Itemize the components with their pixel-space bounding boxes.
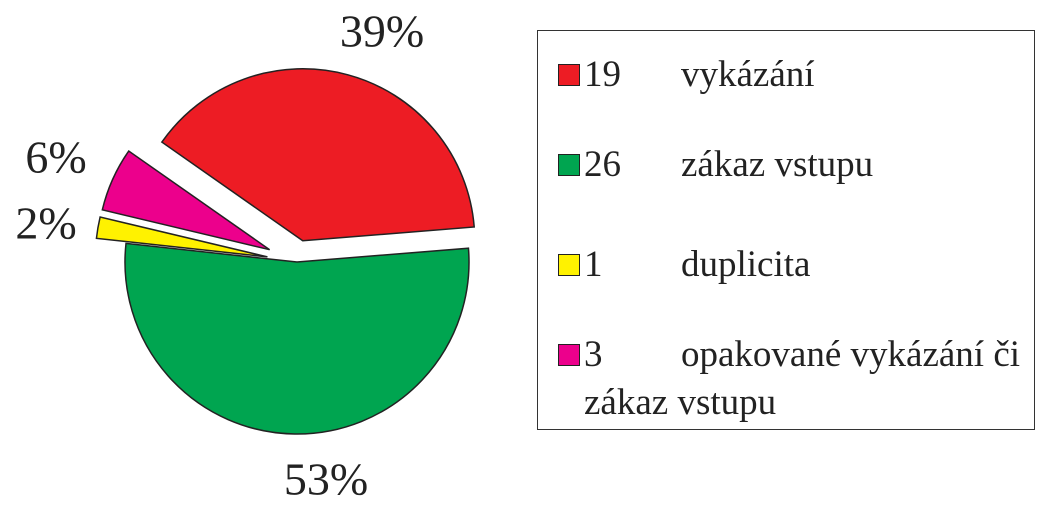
legend-count: 26 <box>584 144 621 185</box>
legend-swatch <box>558 344 580 366</box>
slice-label: 39% <box>340 6 424 57</box>
pie-slice <box>101 150 271 251</box>
legend-label: vykázání <box>681 54 815 95</box>
pie-slice <box>95 216 268 258</box>
legend-count: 1 <box>584 244 603 285</box>
slice-label: 6% <box>25 132 86 183</box>
legend-label: opakované vykázání či zákaz vstupu <box>584 334 1021 423</box>
legend-count: 3 <box>584 334 603 375</box>
pie-slice <box>124 242 470 435</box>
legend-label: zákaz vstupu <box>681 144 874 185</box>
legend-swatch <box>558 64 580 86</box>
legend-entry: 26 zákaz vstupu <box>558 141 1034 189</box>
legend-entry: 19 vykázání <box>558 51 1034 99</box>
slice-label: 53% <box>284 454 368 505</box>
pie-slice <box>160 68 476 242</box>
legend-swatch <box>558 254 580 276</box>
legend-entry: 1 duplicita <box>558 241 1034 289</box>
legend-entry: 3 opakované vykázání či zákaz vstupu <box>558 331 1034 427</box>
legend: 19 vykázání 26 zákaz vstupu 1 duplicita 3 opako… <box>537 30 1035 430</box>
slice-label: 2% <box>15 198 76 249</box>
legend-count: 19 <box>584 54 621 95</box>
legend-label: duplicita <box>681 244 811 285</box>
legend-swatch <box>558 154 580 176</box>
